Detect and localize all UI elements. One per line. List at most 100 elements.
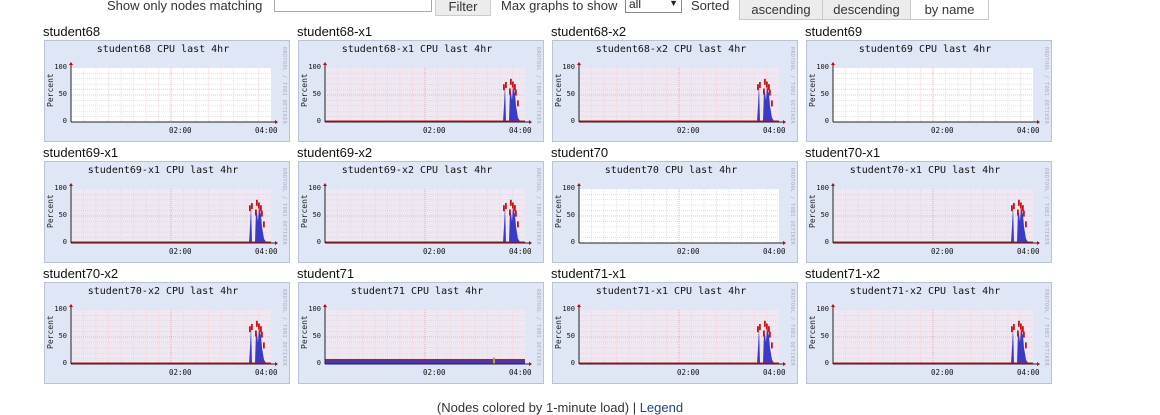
node-card: student71 student71 CPU last 4hr Percent… <box>297 266 544 384</box>
x-axis-arrow <box>275 362 278 366</box>
node-name[interactable]: student70 <box>551 145 609 160</box>
cpu-graph[interactable]: student70 CPU last 4hr Percent RRDTOOL /… <box>552 161 798 263</box>
sort-descending-button[interactable]: descending <box>822 0 911 20</box>
y-axis-arrow <box>577 62 581 65</box>
system-cpu-mark <box>263 342 265 349</box>
node-name[interactable]: student68 <box>43 24 101 39</box>
node-name[interactable]: student71-x1 <box>551 266 627 281</box>
x-tick-label: 04:00 <box>763 126 786 135</box>
x-tick-label: 02:00 <box>677 247 700 256</box>
cpu-chart <box>577 183 786 245</box>
system-cpu-mark <box>260 205 262 212</box>
node-name[interactable]: student69-x2 <box>297 145 373 160</box>
y-tick-label: 0 <box>316 117 321 125</box>
x-tick-label: 02:00 <box>169 368 192 377</box>
node-card: student71-x2 student71-x2 CPU last 4hr P… <box>805 266 1052 384</box>
cpu-graph[interactable]: student71-x1 CPU last 4hr Percent RRDTOO… <box>552 282 798 384</box>
y-axis-arrow <box>323 183 327 186</box>
cpu-graph[interactable]: student69 CPU last 4hr Percent RRDTOOL /… <box>806 40 1052 142</box>
node-name[interactable]: student70-x1 <box>805 145 881 160</box>
node-name[interactable]: student69-x1 <box>43 145 119 160</box>
x-axis-arrow <box>783 120 786 124</box>
cpu-chart <box>323 304 532 366</box>
y-tick-label: 50 <box>312 211 321 219</box>
y-tick-label: 100 <box>562 305 575 313</box>
system-cpu-mark <box>260 326 262 333</box>
watermark: RRDTOOL / TOBI OETIKER <box>281 47 287 125</box>
sorted-label: Sorted <box>691 0 730 13</box>
plot-area <box>323 183 532 245</box>
node-card: student68-x2 student68-x2 CPU last 4hr P… <box>551 24 798 142</box>
node-name[interactable]: student71-x2 <box>805 266 881 281</box>
system-cpu-mark <box>764 320 766 327</box>
node-name[interactable]: student71 <box>297 266 355 281</box>
plot-area <box>323 304 532 366</box>
x-tick-label: 04:00 <box>509 126 532 135</box>
watermark: RRDTOOL / TOBI OETIKER <box>281 168 287 246</box>
x-tick-label: 04:00 <box>763 368 786 377</box>
filter-button[interactable]: Filter <box>435 0 491 16</box>
x-axis-arrow <box>783 241 786 245</box>
x-tick-label: 02:00 <box>677 368 700 377</box>
y-axis-arrow <box>831 183 835 186</box>
system-cpu-mark <box>1013 324 1015 330</box>
y-tick-label: 50 <box>312 332 321 340</box>
y-tick-label: 0 <box>824 238 829 246</box>
cpu-graph[interactable]: student69-x1 CPU last 4hr Percent RRDTOO… <box>44 161 290 263</box>
system-cpu-mark <box>512 81 514 88</box>
y-tick-label: 100 <box>54 305 67 313</box>
cpu-chart <box>577 62 786 124</box>
x-axis-arrow <box>529 241 532 245</box>
system-cpu-mark <box>1023 210 1025 217</box>
node-name[interactable]: student68-x1 <box>297 24 373 39</box>
graph-title: student71-x1 CPU last 4hr <box>595 286 747 297</box>
x-axis-arrow <box>1037 120 1040 124</box>
sort-by-name-button[interactable]: by name <box>910 0 989 20</box>
cpu-chart <box>69 62 278 124</box>
graph-title: student71-x2 CPU last 4hr <box>849 286 1001 297</box>
y-tick-label: 100 <box>562 63 575 71</box>
cpu-graph[interactable]: student68-x1 CPU last 4hr Percent RRDTOO… <box>298 40 544 142</box>
system-cpu-mark <box>514 84 516 91</box>
cpu-chart <box>69 183 278 245</box>
cpu-graph[interactable]: student70-x2 CPU last 4hr Percent RRDTOO… <box>44 282 290 384</box>
x-tick-label: 02:00 <box>677 126 700 135</box>
cpu-graph[interactable]: student69-x2 CPU last 4hr Percent RRDTOO… <box>298 161 544 263</box>
watermark: RRDTOOL / TOBI OETIKER <box>535 168 541 246</box>
sort-ascending-button[interactable]: ascending <box>739 0 823 20</box>
graph-title: student68 CPU last 4hr <box>96 44 230 55</box>
x-tick-label: 04:00 <box>255 247 278 256</box>
legend-link[interactable]: Legend <box>639 400 684 415</box>
system-cpu-mark <box>771 100 773 107</box>
y-tick-label: 50 <box>566 211 575 219</box>
cpu-graph[interactable]: student68 CPU last 4hr Percent RRDTOOL /… <box>44 40 290 142</box>
x-tick-label: 02:00 <box>931 126 954 135</box>
system-cpu-mark <box>510 78 512 85</box>
x-tick-label: 02:00 <box>931 247 954 256</box>
cpu-graph[interactable]: student71-x2 CPU last 4hr Percent RRDTOO… <box>806 282 1052 384</box>
node-name[interactable]: student68-x2 <box>551 24 627 39</box>
plot-area <box>323 62 532 124</box>
graph-title: student70 CPU last 4hr <box>604 165 738 176</box>
x-tick-label: 04:00 <box>255 126 278 135</box>
filter-input[interactable] <box>274 0 432 12</box>
max-graphs-select[interactable]: all ▼ <box>625 0 682 13</box>
cpu-graph[interactable]: student68-x2 CPU last 4hr Percent RRDTOO… <box>552 40 798 142</box>
x-tick-label: 02:00 <box>423 368 446 377</box>
node-card: student70 student70 CPU last 4hr Percent… <box>551 145 798 263</box>
y-axis-arrow <box>577 304 581 307</box>
plot-area <box>69 62 278 124</box>
node-card: student69-x1 student69-x1 CPU last 4hr P… <box>43 145 290 263</box>
system-cpu-mark <box>255 330 257 337</box>
graph-title: student70-x2 CPU last 4hr <box>87 286 239 297</box>
system-cpu-mark <box>764 78 766 85</box>
cpu-graph[interactable]: student70-x1 CPU last 4hr Percent RRDTOO… <box>806 161 1052 263</box>
system-cpu-mark <box>251 324 253 330</box>
node-name[interactable]: student70-x2 <box>43 266 119 281</box>
node-name[interactable]: student69 <box>805 24 863 39</box>
cpu-graph[interactable]: student71 CPU last 4hr Percent RRDTOOL /… <box>298 282 544 384</box>
graph-title: student69 CPU last 4hr <box>858 44 992 55</box>
y-tick-label: 100 <box>308 305 321 313</box>
y-tick-label: 50 <box>58 90 67 98</box>
x-tick-label: 02:00 <box>931 368 954 377</box>
